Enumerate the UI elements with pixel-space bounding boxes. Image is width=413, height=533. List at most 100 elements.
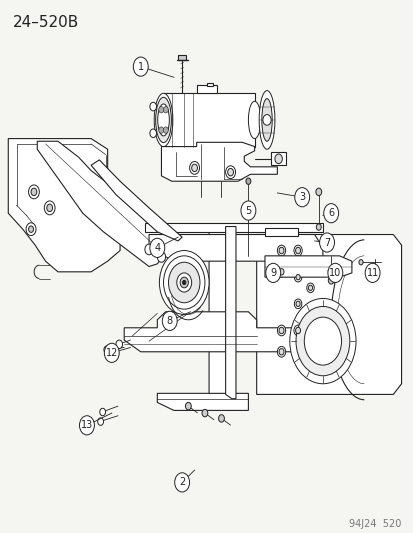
Ellipse shape: [259, 91, 274, 149]
Circle shape: [218, 415, 224, 422]
Text: 1: 1: [138, 62, 143, 71]
Circle shape: [150, 102, 156, 111]
Circle shape: [157, 252, 165, 262]
Circle shape: [97, 418, 103, 425]
Circle shape: [185, 402, 191, 410]
Circle shape: [145, 244, 153, 255]
Circle shape: [319, 233, 334, 252]
Text: 10: 10: [328, 268, 341, 278]
Polygon shape: [264, 256, 351, 277]
Polygon shape: [163, 93, 254, 147]
Circle shape: [295, 301, 299, 306]
Circle shape: [28, 226, 33, 232]
Circle shape: [44, 201, 55, 215]
Circle shape: [277, 346, 285, 357]
Circle shape: [150, 129, 156, 138]
Circle shape: [100, 408, 105, 416]
Circle shape: [277, 266, 285, 277]
Circle shape: [265, 263, 280, 282]
Circle shape: [159, 107, 164, 113]
Polygon shape: [225, 227, 235, 399]
Text: 94J24  520: 94J24 520: [348, 519, 401, 529]
Polygon shape: [157, 393, 248, 410]
Text: 9: 9: [270, 268, 275, 278]
Circle shape: [308, 285, 312, 290]
Circle shape: [163, 107, 168, 113]
Text: 7: 7: [323, 238, 330, 247]
Circle shape: [174, 473, 189, 492]
Circle shape: [277, 325, 285, 336]
Text: 2: 2: [178, 478, 185, 487]
Text: 11: 11: [366, 268, 378, 278]
Polygon shape: [161, 142, 277, 181]
Text: 4: 4: [154, 243, 160, 253]
Circle shape: [47, 204, 52, 212]
Circle shape: [163, 127, 168, 133]
Polygon shape: [37, 141, 173, 266]
Circle shape: [262, 115, 271, 125]
Circle shape: [293, 325, 301, 336]
Circle shape: [364, 263, 379, 282]
Circle shape: [168, 262, 199, 303]
Circle shape: [304, 317, 341, 365]
Circle shape: [159, 127, 164, 133]
Circle shape: [133, 57, 148, 76]
Text: 6: 6: [328, 208, 333, 218]
Circle shape: [180, 277, 188, 288]
Text: 3: 3: [299, 192, 304, 202]
Circle shape: [26, 223, 36, 236]
Circle shape: [358, 260, 362, 265]
Circle shape: [31, 188, 37, 196]
Text: 24–520B: 24–520B: [12, 15, 78, 30]
Ellipse shape: [157, 104, 169, 136]
Circle shape: [315, 188, 321, 196]
Circle shape: [294, 188, 309, 207]
Circle shape: [327, 263, 342, 282]
Text: 13: 13: [81, 421, 93, 430]
Circle shape: [278, 269, 283, 275]
Circle shape: [323, 204, 338, 223]
Circle shape: [278, 327, 283, 334]
Polygon shape: [264, 228, 297, 236]
Polygon shape: [271, 152, 285, 165]
Polygon shape: [196, 85, 217, 93]
Circle shape: [274, 154, 282, 164]
Circle shape: [182, 280, 185, 285]
Circle shape: [225, 166, 235, 179]
Circle shape: [245, 213, 250, 219]
Ellipse shape: [261, 99, 272, 141]
Circle shape: [295, 247, 300, 254]
Polygon shape: [145, 223, 322, 232]
Polygon shape: [8, 139, 120, 272]
Polygon shape: [178, 55, 186, 60]
Circle shape: [176, 273, 191, 292]
Circle shape: [295, 327, 300, 334]
Text: 5: 5: [244, 206, 251, 215]
Circle shape: [295, 274, 299, 280]
Polygon shape: [256, 235, 401, 394]
Circle shape: [189, 161, 199, 174]
Circle shape: [104, 343, 119, 362]
Circle shape: [293, 245, 301, 256]
Circle shape: [150, 238, 164, 257]
Circle shape: [162, 311, 177, 330]
Circle shape: [202, 409, 207, 417]
Circle shape: [294, 272, 301, 282]
Polygon shape: [206, 83, 213, 86]
Circle shape: [306, 283, 313, 293]
Circle shape: [316, 224, 320, 230]
Circle shape: [116, 340, 122, 349]
Polygon shape: [91, 160, 182, 241]
Polygon shape: [209, 227, 231, 401]
Polygon shape: [149, 235, 322, 261]
Circle shape: [245, 178, 250, 184]
Circle shape: [277, 245, 285, 256]
Circle shape: [278, 349, 283, 355]
Text: 8: 8: [166, 316, 172, 326]
Circle shape: [159, 251, 209, 314]
Circle shape: [328, 277, 333, 284]
Circle shape: [295, 306, 349, 376]
Circle shape: [104, 346, 109, 353]
Circle shape: [191, 164, 197, 172]
Circle shape: [240, 201, 255, 220]
